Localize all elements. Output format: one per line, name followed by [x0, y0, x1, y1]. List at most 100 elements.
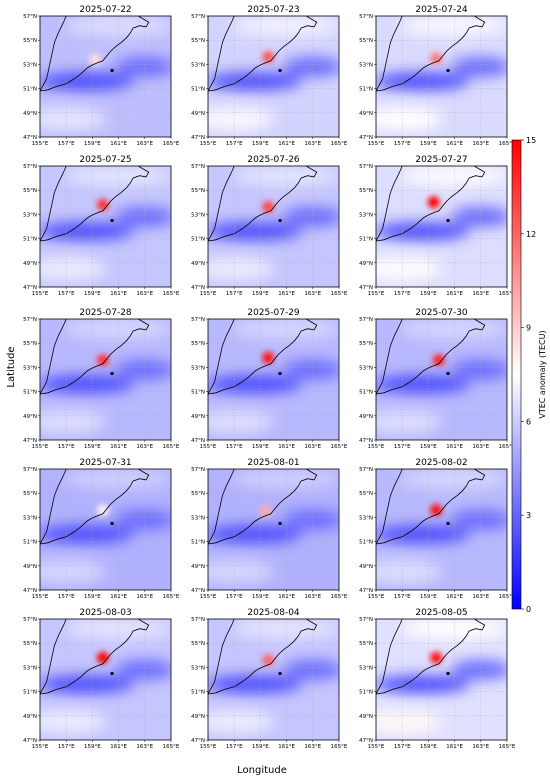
y-tick-label: 47°N: [23, 738, 37, 744]
y-tick-label: 51°N: [359, 690, 373, 696]
panel-frame: [39, 618, 172, 741]
map-panel: 155°E 157°E 159°E 161°E 163°E 165°E 57°N 55°N 53…: [359, 5, 516, 147]
y-tick-label: 51°N: [359, 390, 373, 396]
map-panel: 155°E 157°E 159°E 161°E 163°E 165°E 57°N 55°N 53…: [359, 608, 516, 750]
panel-frame: [39, 165, 172, 288]
x-tick-label: 159°E: [420, 291, 437, 297]
x-tick-label: 159°E: [252, 744, 269, 750]
coastline: [208, 619, 318, 695]
vtec-field: [40, 619, 171, 740]
y-tick-label: 49°N: [23, 261, 37, 267]
x-tick-label: 159°E: [252, 444, 269, 450]
y-tick-label: 47°N: [23, 135, 37, 141]
coastline-west: [208, 469, 235, 545]
x-tick-label: 161°E: [446, 291, 463, 297]
x-tick-label: 159°E: [84, 141, 101, 147]
x-tick-label: 159°E: [420, 444, 437, 450]
y-tick-label: 49°N: [359, 414, 373, 420]
map-panel: 155°E 157°E 159°E 161°E 163°E 165°E 57°N 55°N 53…: [191, 458, 348, 600]
panel-frame: [375, 15, 508, 138]
x-tick-label: 165°E: [331, 744, 348, 750]
coastline: [376, 469, 486, 545]
colorbar-tick-label: 3: [526, 511, 531, 520]
coastline-west: [40, 469, 67, 545]
x-tick-label: 157°E: [226, 744, 243, 750]
panel-frame: [375, 165, 508, 288]
x-tick-label: 163°E: [472, 291, 489, 297]
panel-title: 2025-08-05: [415, 608, 467, 618]
x-tick-label: 163°E: [304, 444, 321, 450]
coastline: [208, 319, 318, 395]
x-tick-label: 161°E: [278, 744, 295, 750]
panel-title: 2025-07-31: [79, 458, 131, 468]
y-tick-label: 47°N: [359, 285, 373, 291]
vtec-field: [40, 469, 171, 590]
x-tick-label: 159°E: [84, 291, 101, 297]
y-tick-label: 47°N: [191, 438, 205, 444]
panel-frame: [375, 318, 508, 441]
x-tick-label: 157°E: [58, 744, 75, 750]
y-tick-label: 51°N: [359, 237, 373, 243]
y-tick-label: 47°N: [191, 588, 205, 594]
y-tick-label: 49°N: [359, 111, 373, 117]
coastline: [40, 319, 150, 395]
y-tick-label: 49°N: [23, 111, 37, 117]
x-tick-label: 165°E: [163, 291, 180, 297]
y-tick-label: 53°N: [23, 365, 37, 371]
y-tick-label: 53°N: [191, 365, 205, 371]
map-panel: 155°E 157°E 159°E 161°E 163°E 165°E 57°N 55°N 53…: [359, 155, 516, 297]
panel-frame: [207, 468, 340, 591]
x-tick-label: 159°E: [252, 594, 269, 600]
panel-frame: [207, 15, 340, 138]
y-tick-label: 57°N: [191, 467, 205, 473]
gridlines: [208, 166, 339, 287]
y-tick-label: 47°N: [359, 438, 373, 444]
panel-frame: [39, 468, 172, 591]
y-tick-label: 53°N: [23, 212, 37, 218]
y-tick-label: 47°N: [23, 438, 37, 444]
x-tick-label: 163°E: [136, 594, 153, 600]
x-tick-label: 155°E: [32, 444, 49, 450]
vtec-field: [40, 166, 171, 287]
x-tick-label: 161°E: [110, 744, 127, 750]
coastline-west: [40, 619, 67, 695]
x-tick-label: 165°E: [331, 141, 348, 147]
map-panel: 155°E 157°E 159°E 161°E 163°E 165°E 57°N 55°N 53…: [23, 5, 180, 147]
coastline-west: [40, 319, 67, 395]
x-tick-label: 157°E: [226, 141, 243, 147]
y-tick-label: 47°N: [23, 285, 37, 291]
y-tick-label: 49°N: [191, 414, 205, 420]
x-tick-label: 165°E: [331, 594, 348, 600]
panel-frame: [39, 318, 172, 441]
y-tick-label: 47°N: [191, 285, 205, 291]
x-tick-label: 161°E: [110, 594, 127, 600]
gridlines: [40, 619, 171, 740]
x-tick-label: 157°E: [58, 291, 75, 297]
x-tick-label: 163°E: [472, 141, 489, 147]
x-tick-label: 161°E: [110, 444, 127, 450]
x-tick-label: 157°E: [394, 744, 411, 750]
coastline: [40, 619, 150, 695]
panel-title: 2025-07-29: [247, 308, 300, 318]
x-tick-label: 159°E: [252, 291, 269, 297]
x-tick-label: 157°E: [58, 594, 75, 600]
map-panel: 155°E 157°E 159°E 161°E 163°E 165°E 57°N 55°N 53…: [191, 5, 348, 147]
y-tick-label: 55°N: [359, 491, 373, 497]
y-tick-label: 57°N: [191, 617, 205, 623]
coastline: [376, 16, 486, 92]
map-panel: 155°E 157°E 159°E 161°E 163°E 165°E 57°N 55°N 53…: [23, 608, 180, 750]
gridlines: [376, 469, 507, 590]
x-tick-label: 161°E: [446, 744, 463, 750]
y-tick-label: 55°N: [23, 188, 37, 194]
panel-title: 2025-07-28: [79, 308, 132, 318]
x-tick-label: 161°E: [110, 141, 127, 147]
y-tick-label: 57°N: [359, 467, 373, 473]
x-tick-label: 155°E: [368, 744, 385, 750]
y-tick-label: 51°N: [359, 540, 373, 546]
x-tick-label: 163°E: [136, 444, 153, 450]
y-tick-label: 53°N: [359, 665, 373, 671]
colorbar: 0 3 6 9 12 15 VTEC anomaly (TECU): [511, 136, 547, 614]
y-tick-label: 57°N: [359, 164, 373, 170]
coastline: [376, 619, 486, 695]
